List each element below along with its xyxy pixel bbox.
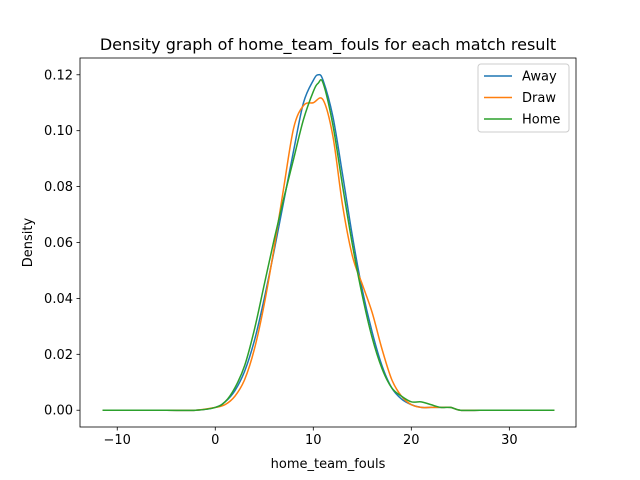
legend-label: Home <box>522 113 560 128</box>
series-layer <box>102 73 555 412</box>
legend-item-home: Home <box>484 113 560 128</box>
y-tick-label: 0.10 <box>44 124 73 139</box>
x-tick-label: 30 <box>501 433 518 448</box>
y-axis-label: Density <box>21 217 36 267</box>
series-line-home <box>102 78 555 412</box>
legend-entries: Away Draw Home <box>484 70 560 128</box>
x-axis-ticks: −10 0 10 20 30 <box>104 427 518 448</box>
x-tick-label: 10 <box>305 433 322 448</box>
y-tick-label: 0.06 <box>44 236 73 251</box>
legend-label: Away <box>522 70 557 85</box>
chart-title: Density graph of home_team_fouls for eac… <box>100 35 556 55</box>
y-tick-label: 0.12 <box>44 68 73 83</box>
y-tick-label: 0.00 <box>44 404 73 419</box>
y-axis-ticks: 0.00 0.02 0.04 0.06 0.08 0.10 0.12 <box>44 68 80 419</box>
x-axis-label: home_team_fouls <box>271 457 386 472</box>
y-tick-label: 0.04 <box>44 292 73 307</box>
legend-box <box>477 63 570 133</box>
legend-item-draw: Draw <box>484 91 556 106</box>
x-tick-label: 0 <box>211 433 219 448</box>
legend-item-away: Away <box>484 70 557 85</box>
legend: Away Draw Home <box>477 63 570 133</box>
y-tick-label: 0.02 <box>44 348 73 363</box>
y-tick-label: 0.08 <box>44 180 73 195</box>
x-tick-label: −10 <box>104 433 131 448</box>
x-tick-label: 20 <box>403 433 420 448</box>
legend-label: Draw <box>522 91 556 106</box>
